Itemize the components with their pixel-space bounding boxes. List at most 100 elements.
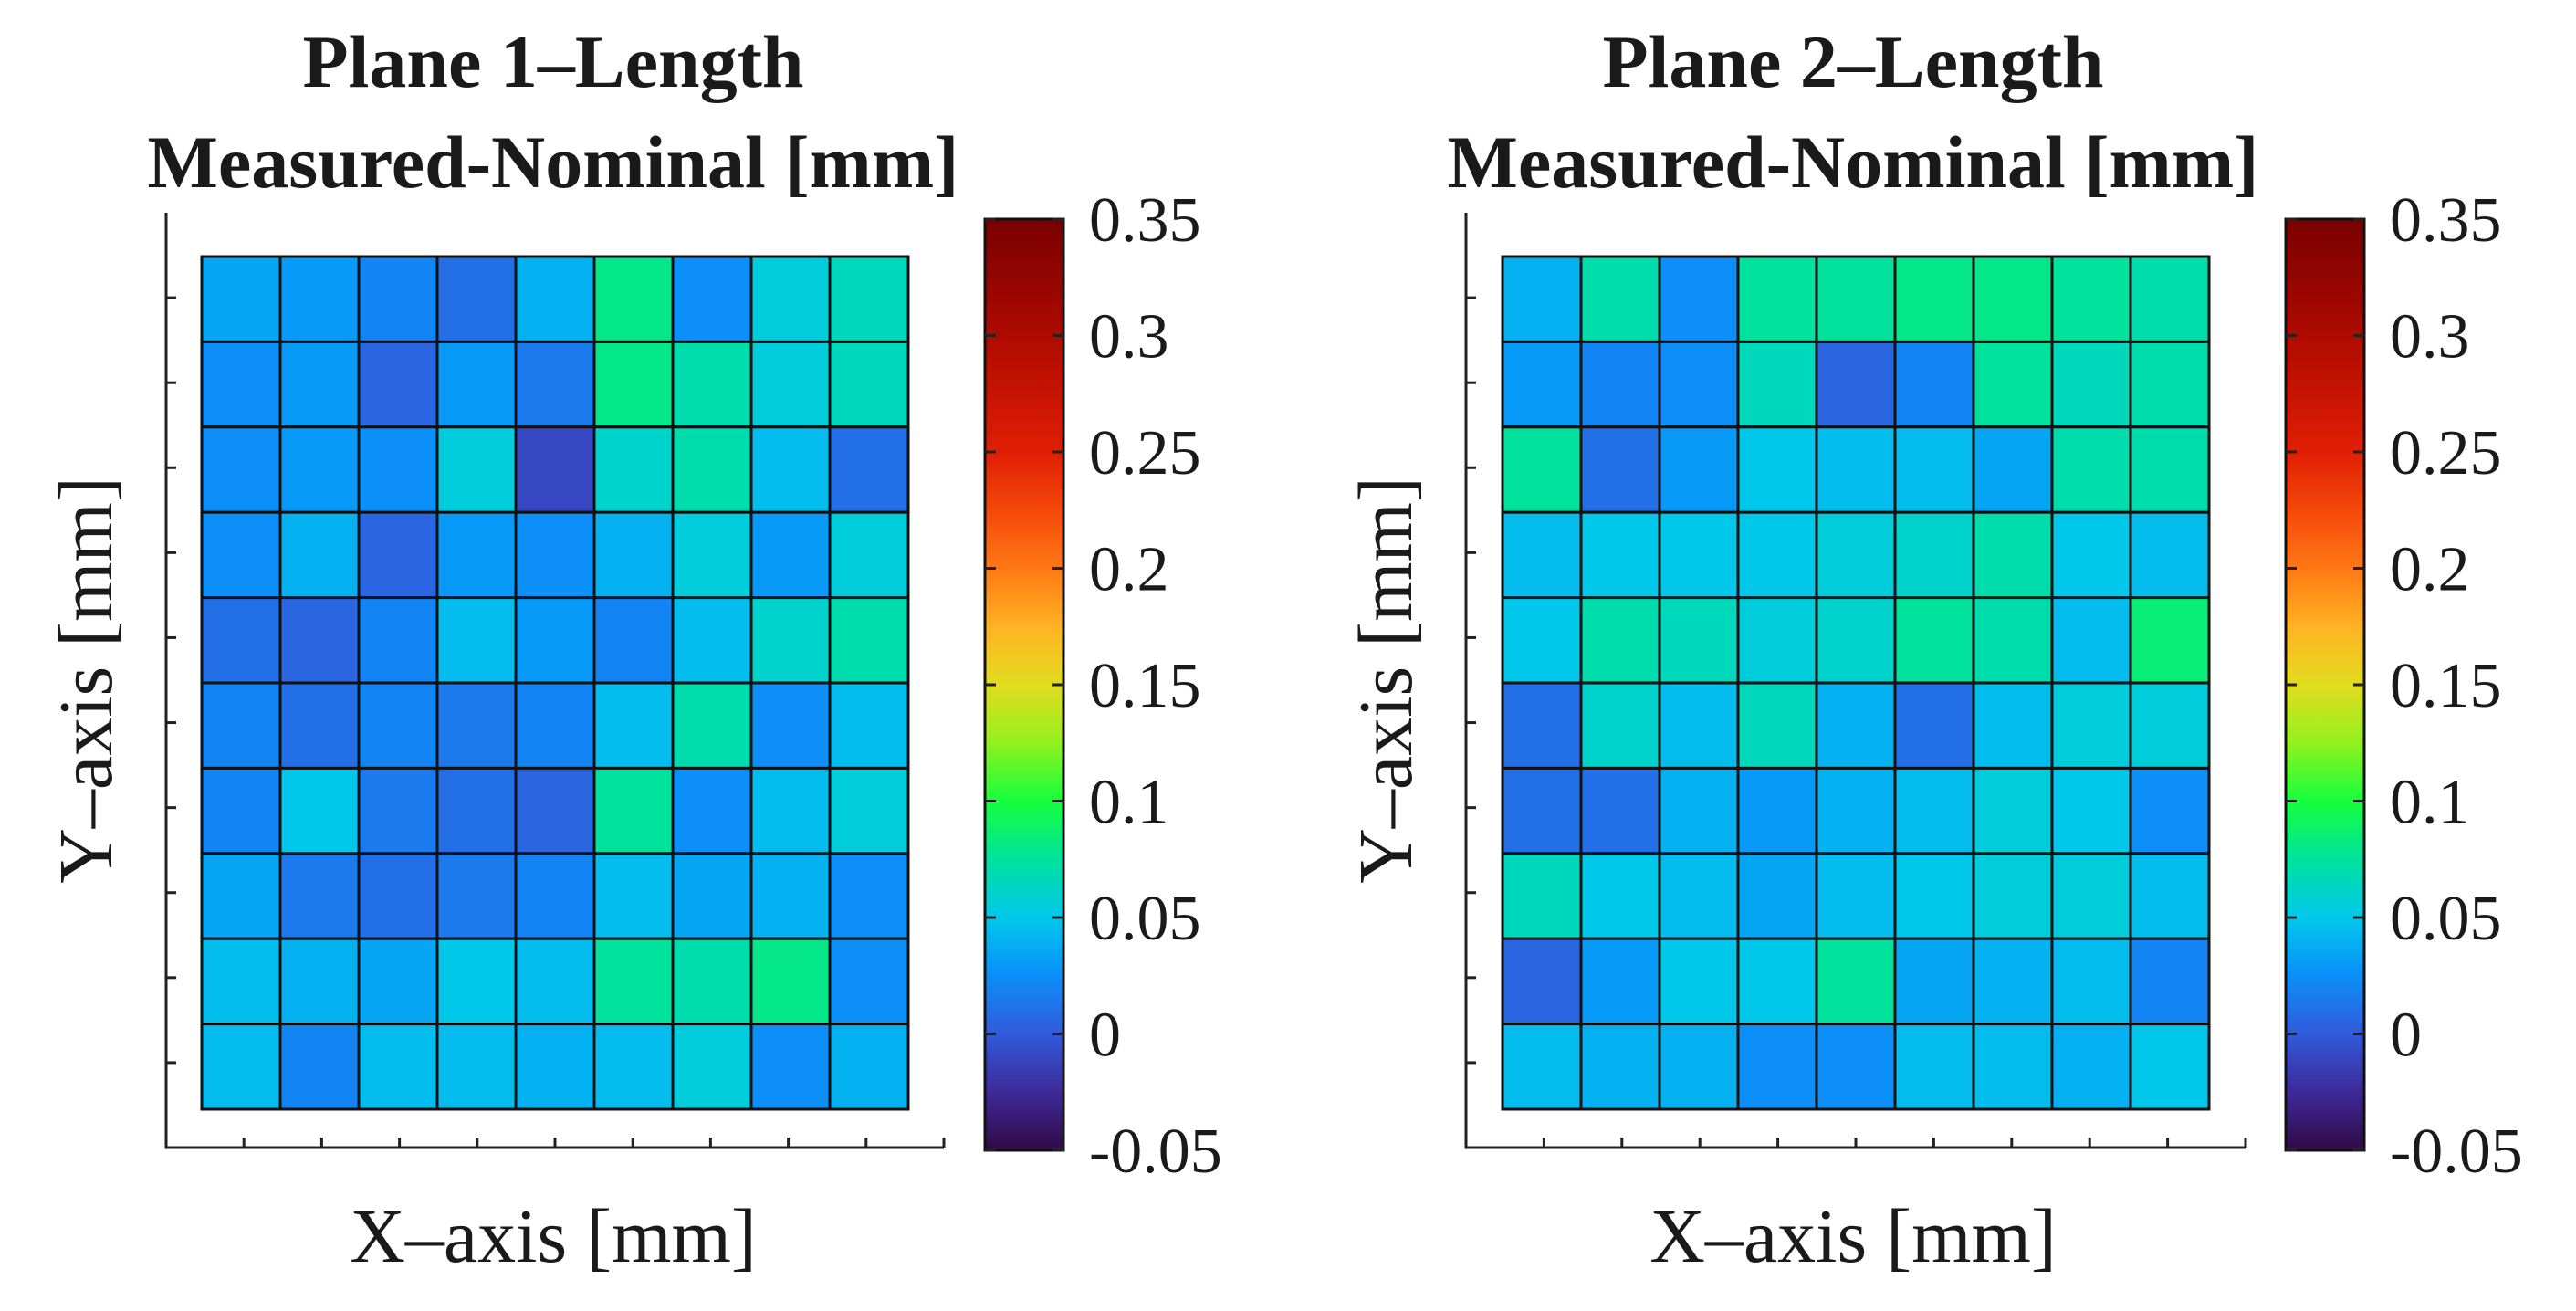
heatmap-cell <box>749 340 832 429</box>
heatmap-cell <box>200 852 282 940</box>
heatmap-cell <box>671 852 753 940</box>
heatmap-cell <box>1736 937 1818 1026</box>
colorbar-tick-label: 0.25 <box>1089 418 1201 488</box>
heatmap-cell <box>1658 1023 1740 1111</box>
heatmap-cell <box>1501 596 1583 685</box>
heatmap-cell <box>2050 681 2132 770</box>
heatmap-cell <box>1893 340 1975 429</box>
heatmap-cell <box>200 510 282 600</box>
x-axis-ticks <box>1542 1138 2247 1148</box>
heatmap-cell <box>1501 937 1583 1026</box>
heatmap-cell <box>592 937 675 1026</box>
heatmap-cell <box>749 1023 832 1111</box>
heatmap-cell <box>1579 937 1661 1026</box>
heatmap-cell <box>1579 255 1661 343</box>
heatmap-cell <box>671 1023 753 1111</box>
colorbar-tick-label: 0.25 <box>2390 418 2502 488</box>
heatmap-cell <box>1893 425 1975 514</box>
heatmap-cell <box>2129 340 2211 429</box>
heatmap-cell <box>2129 425 2211 514</box>
heatmap-cell <box>435 425 518 514</box>
heatmap-cell <box>200 340 282 429</box>
axes-frame <box>164 213 944 1149</box>
heatmap-cell <box>2129 255 2211 343</box>
heatmap-cell <box>1893 766 1975 855</box>
colorbar-tick-label: -0.05 <box>1089 1117 1222 1187</box>
heatmap-cell <box>1579 1023 1661 1111</box>
heatmap-cell <box>278 937 361 1026</box>
heatmap-cell <box>1815 425 1897 514</box>
heatmap-cell <box>2129 852 2211 940</box>
heatmap-cell <box>2050 425 2132 514</box>
heatmap-cell <box>1893 1023 1975 1111</box>
heatmap-cell <box>2050 340 2132 429</box>
heatmap-cell <box>1815 510 1897 600</box>
heatmap-cell <box>592 766 675 855</box>
heatmap-cell <box>2050 1023 2132 1111</box>
heatmap-cell <box>1815 852 1897 940</box>
heatmap-cell <box>1893 255 1975 343</box>
heatmap-cell <box>1815 340 1897 429</box>
heatmap-cell <box>749 510 832 600</box>
heatmap-cell <box>1815 255 1897 343</box>
heatmap-cell <box>592 340 675 429</box>
colorbar-tick-label: 0.3 <box>2390 302 2470 372</box>
heatmap-cell <box>1658 255 1740 343</box>
colorbar-tick-label: 0.15 <box>1089 651 1201 721</box>
heatmap-cell <box>200 255 282 343</box>
colorbar-tick-label: 0.05 <box>1089 884 1201 954</box>
heatmap-cell <box>1972 1023 2054 1111</box>
heatmap-cell <box>749 596 832 685</box>
heatmap-cell <box>592 255 675 343</box>
heatmap-cell <box>278 340 361 429</box>
heatmap-cell <box>1736 596 1818 685</box>
heatmap-cell <box>435 340 518 429</box>
heatmap-cell <box>357 340 439 429</box>
y-axis-ticks <box>166 296 176 1065</box>
heatmap-cell <box>671 255 753 343</box>
heatmap-cell <box>1736 852 1818 940</box>
heatmap-cell <box>278 766 361 855</box>
heatmap-cell <box>1815 766 1897 855</box>
colorbar-tick-label: 0 <box>2390 1001 2422 1071</box>
heatmap-cell <box>2050 255 2132 343</box>
heatmap-cell <box>1893 852 1975 940</box>
heatmap-cell <box>1736 766 1818 855</box>
y-axis-label: Y–axis [mm] <box>44 477 129 884</box>
heatmap-cell <box>278 1023 361 1111</box>
heatmap-cell <box>1736 255 1818 343</box>
heatmap-cell <box>828 425 910 514</box>
heatmap-cell <box>592 852 675 940</box>
heatmap-cell <box>514 425 596 514</box>
heatmap-cell <box>592 681 675 770</box>
heatmap-cell <box>357 510 439 600</box>
heatmap-cell <box>1501 1023 1583 1111</box>
heatmap-cell <box>278 510 361 600</box>
panel-plane-2: Plane 2–Length Measured-Nominal [mm] X–a… <box>1344 20 2523 1279</box>
chart-title-line2: Measured-Nominal [mm] <box>1448 121 2259 204</box>
heatmap-cell <box>357 937 439 1026</box>
heatmap-cell <box>2129 766 2211 855</box>
heatmap-cell <box>514 1023 596 1111</box>
heatmap-cell <box>2050 937 2132 1026</box>
heatmap-cell <box>435 852 518 940</box>
heatmap-cell <box>1972 510 2054 600</box>
colorbar-tick-label: -0.05 <box>2390 1117 2523 1187</box>
heatmap-cell <box>749 681 832 770</box>
heatmap-cell <box>828 596 910 685</box>
colorbar-tick-label: 0.35 <box>2390 185 2502 256</box>
heatmap-cell <box>514 255 596 343</box>
heatmap-cell <box>2129 681 2211 770</box>
heatmap-cell <box>1893 596 1975 685</box>
colorbar-tick-label: 0.35 <box>1089 185 1201 256</box>
heatmap-cell <box>1972 340 2054 429</box>
heatmap-cell <box>514 340 596 429</box>
heatmap-cell <box>200 681 282 770</box>
heatmap-cell <box>1736 510 1818 600</box>
heatmap-cell <box>357 255 439 343</box>
heatmap-cell <box>592 510 675 600</box>
heatmap-cell <box>2129 937 2211 1026</box>
chart-title-line1: Plane 1–Length <box>303 20 804 103</box>
heatmap-cell <box>357 596 439 685</box>
